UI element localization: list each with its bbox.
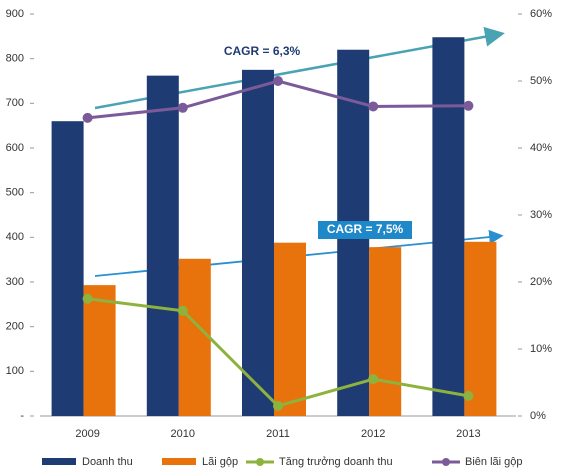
x-tick-label: 2010 <box>171 428 195 440</box>
line-marker <box>368 101 379 112</box>
bar <box>369 247 402 416</box>
line-marker <box>177 305 188 316</box>
y-tick-label: 300 <box>6 276 24 288</box>
bar <box>178 258 211 416</box>
bar <box>51 121 84 416</box>
legend-label: Tăng trưởng doanh thu <box>279 456 393 468</box>
y-tick-label: - <box>20 410 24 422</box>
x-tick-label: 2012 <box>361 428 385 440</box>
annotation-box <box>318 221 412 239</box>
y2-tick-label: 30% <box>530 209 552 221</box>
x-tick-label: 2013 <box>456 428 480 440</box>
y2-tick-label: 0% <box>530 410 546 422</box>
y2-tick-label: 40% <box>530 142 552 154</box>
annotation: CAGR = 7,5% <box>327 222 404 236</box>
legend-swatch <box>442 458 450 466</box>
y-tick-label: 500 <box>6 187 24 199</box>
bar <box>242 69 274 416</box>
y2-tick-label: 10% <box>530 343 552 355</box>
annotation: CAGR = 6,3% <box>224 44 301 58</box>
bar <box>432 37 465 417</box>
y2-tick-label: 50% <box>530 75 552 87</box>
x-tick-label: 2009 <box>75 428 99 440</box>
bar <box>274 242 306 416</box>
line-marker <box>82 112 93 123</box>
y2-tick-label: 60% <box>530 8 552 20</box>
y-tick-label: 900 <box>6 8 24 20</box>
legend-label: Doanh thu <box>82 456 133 468</box>
bar <box>146 75 179 416</box>
legend-label: Lãi gộp <box>202 456 238 468</box>
y-tick-label: 700 <box>6 97 24 109</box>
line-marker <box>177 102 188 113</box>
line-marker <box>368 374 379 385</box>
y-tick-label: 800 <box>6 53 24 65</box>
line-marker <box>82 293 93 304</box>
line-marker <box>463 390 474 401</box>
y-tick-label: 100 <box>6 365 24 377</box>
y2-tick-label: 20% <box>530 276 552 288</box>
legend-label: Biên lãi gộp <box>465 456 523 468</box>
line-marker <box>273 76 283 86</box>
legend-swatch <box>162 458 196 465</box>
bar <box>464 241 497 416</box>
bar <box>83 285 116 416</box>
x-tick-label: 2011 <box>266 428 290 440</box>
y-tick-label: 400 <box>6 231 24 243</box>
line-marker <box>463 100 474 111</box>
y-tick-label: 600 <box>6 142 24 154</box>
line-marker <box>273 400 283 411</box>
legend-swatch <box>42 458 76 465</box>
y-tick-label: 200 <box>6 321 24 333</box>
legend-swatch <box>256 458 264 466</box>
